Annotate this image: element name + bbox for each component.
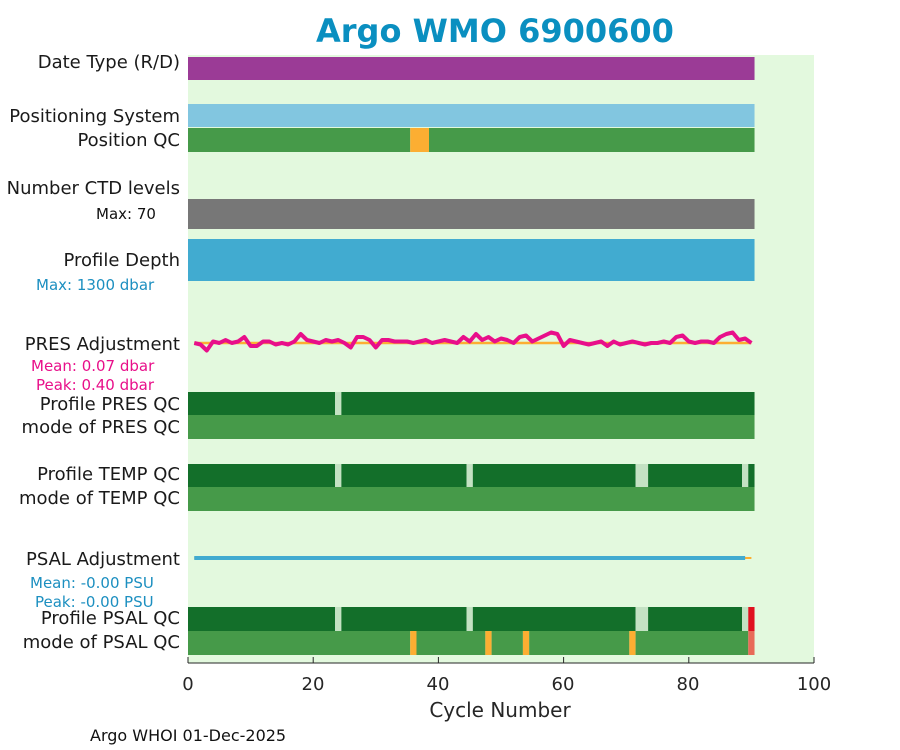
profile-psal-qc-segment xyxy=(335,607,342,631)
profile-temp-qc-segment xyxy=(341,464,467,487)
profile-psal-qc-segment xyxy=(341,607,467,631)
profile-temp-qc-segment xyxy=(635,464,649,487)
label-pres-adjustment: PRES Adjustment xyxy=(24,334,180,355)
profile-temp-qc-segment xyxy=(188,464,336,487)
mode-pres-qc-segment xyxy=(188,415,755,439)
position-qc-segment xyxy=(410,128,430,152)
label-positioning-system: Positioning System xyxy=(9,106,180,127)
profile-temp-qc-segment xyxy=(748,464,755,487)
profile-temp-qc-segment xyxy=(466,464,473,487)
mode-psal-qc-segment xyxy=(410,631,417,655)
profile-psal-qc-segment xyxy=(742,607,749,631)
profile-pres-qc-segment xyxy=(188,392,336,415)
profile-psal-qc-segment xyxy=(748,607,755,631)
mode-psal-qc-segment xyxy=(188,631,411,655)
profile-temp-qc-segment xyxy=(742,464,749,487)
ctd-max-label: Max: 70 xyxy=(96,205,156,223)
label-mode-psal-qc: mode of PSAL QC xyxy=(22,632,180,653)
positioning-segment xyxy=(188,104,755,127)
profile-psal-qc-segment xyxy=(188,607,336,631)
label-position-qc: Position QC xyxy=(77,130,180,151)
x-tick-label: 60 xyxy=(551,674,575,695)
date-type-segment xyxy=(188,57,755,80)
mode-psal-qc-segment xyxy=(522,631,530,655)
label-date-type: Date Type (R/D) xyxy=(37,52,180,73)
x-tick-label: 0 xyxy=(182,674,194,695)
profile-psal-qc-segment xyxy=(466,607,473,631)
profile-temp-qc-segment xyxy=(648,464,743,487)
mode-psal-qc-segment xyxy=(529,631,630,655)
chart-title: Argo WMO 6900600 xyxy=(316,12,674,50)
mode-psal-qc-segment xyxy=(485,631,492,655)
mode-psal-qc-segment xyxy=(416,631,486,655)
label-ctd-levels: Number CTD levels xyxy=(6,178,180,199)
footer-credit: Argo WHOI 01-Dec-2025 xyxy=(90,726,287,745)
x-tick-label: 80 xyxy=(676,674,700,695)
x-axis-label: Cycle Number xyxy=(429,698,571,722)
pres-mean-label: Mean: 0.07 dbar xyxy=(31,357,155,375)
x-tick-label: 40 xyxy=(426,674,450,695)
label-profile-depth: Profile Depth xyxy=(63,250,180,271)
position-qc-segment xyxy=(188,128,411,152)
plot-background xyxy=(188,55,814,663)
depth-max-label: Max: 1300 dbar xyxy=(36,276,155,294)
profile-temp-qc-segment xyxy=(335,464,342,487)
profile-pres-qc-segment xyxy=(341,392,755,415)
mode-psal-qc-segment xyxy=(491,631,523,655)
profile-temp-qc-segment xyxy=(472,464,636,487)
pres-adjustment-line xyxy=(193,330,753,353)
profile-depth-segment xyxy=(188,239,755,281)
profile-psal-qc-segment xyxy=(648,607,743,631)
ctd-levels-segment xyxy=(188,199,755,229)
mode-psal-qc-segment xyxy=(635,631,749,655)
label-profile-pres-qc: Profile PRES QC xyxy=(39,394,180,415)
psal-peak-label: Peak: -0.00 PSU xyxy=(35,593,154,611)
profile-psal-qc-segment xyxy=(472,607,636,631)
label-mode-temp-qc: mode of TEMP QC xyxy=(18,488,180,509)
label-profile-psal-qc: Profile PSAL QC xyxy=(40,608,180,629)
pres-peak-label: Peak: 0.40 dbar xyxy=(36,376,155,394)
label-profile-temp-qc: Profile TEMP QC xyxy=(37,464,180,485)
position-qc-segment xyxy=(429,128,755,152)
label-psal-adjustment: PSAL Adjustment xyxy=(25,549,180,570)
x-tick-label: 20 xyxy=(301,674,325,695)
mode-psal-qc-segment xyxy=(629,631,636,655)
profile-pres-qc-segment xyxy=(335,392,342,415)
label-mode-pres-qc: mode of PRES QC xyxy=(21,417,180,438)
psal-mean-label: Mean: -0.00 PSU xyxy=(30,574,154,592)
mode-temp-qc-segment xyxy=(188,487,755,511)
mode-psal-qc-segment xyxy=(748,631,755,655)
x-tick-label: 100 xyxy=(796,674,832,695)
profile-psal-qc-segment xyxy=(635,607,649,631)
